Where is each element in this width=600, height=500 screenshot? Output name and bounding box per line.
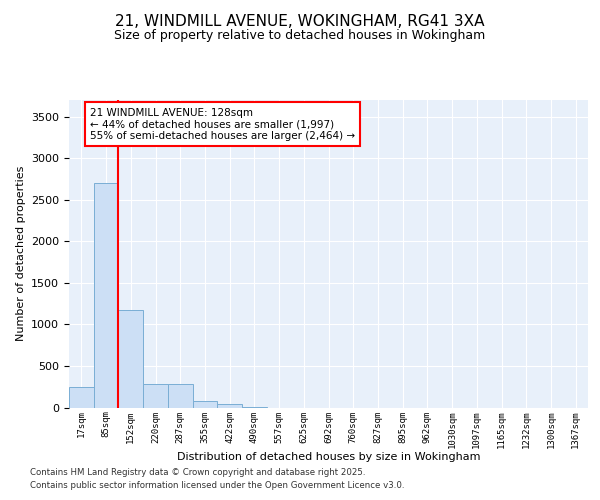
Bar [168,384,193,407]
X-axis label: Distribution of detached houses by size in Wokingham: Distribution of detached houses by size … [177,452,480,462]
Bar [217,404,242,407]
Bar [94,183,118,408]
Bar [118,310,143,408]
Y-axis label: Number of detached properties: Number of detached properties [16,166,26,342]
Bar [69,386,94,407]
Text: Size of property relative to detached houses in Wokingham: Size of property relative to detached ho… [115,30,485,43]
Text: 21 WINDMILL AVENUE: 128sqm
← 44% of detached houses are smaller (1,997)
55% of s: 21 WINDMILL AVENUE: 128sqm ← 44% of deta… [90,108,355,141]
Text: 21, WINDMILL AVENUE, WOKINGHAM, RG41 3XA: 21, WINDMILL AVENUE, WOKINGHAM, RG41 3XA [115,14,485,29]
Bar [193,401,217,407]
Bar [143,384,168,407]
Text: Contains HM Land Registry data © Crown copyright and database right 2025.: Contains HM Land Registry data © Crown c… [30,468,365,477]
Bar [242,406,267,408]
Text: Contains public sector information licensed under the Open Government Licence v3: Contains public sector information licen… [30,480,404,490]
